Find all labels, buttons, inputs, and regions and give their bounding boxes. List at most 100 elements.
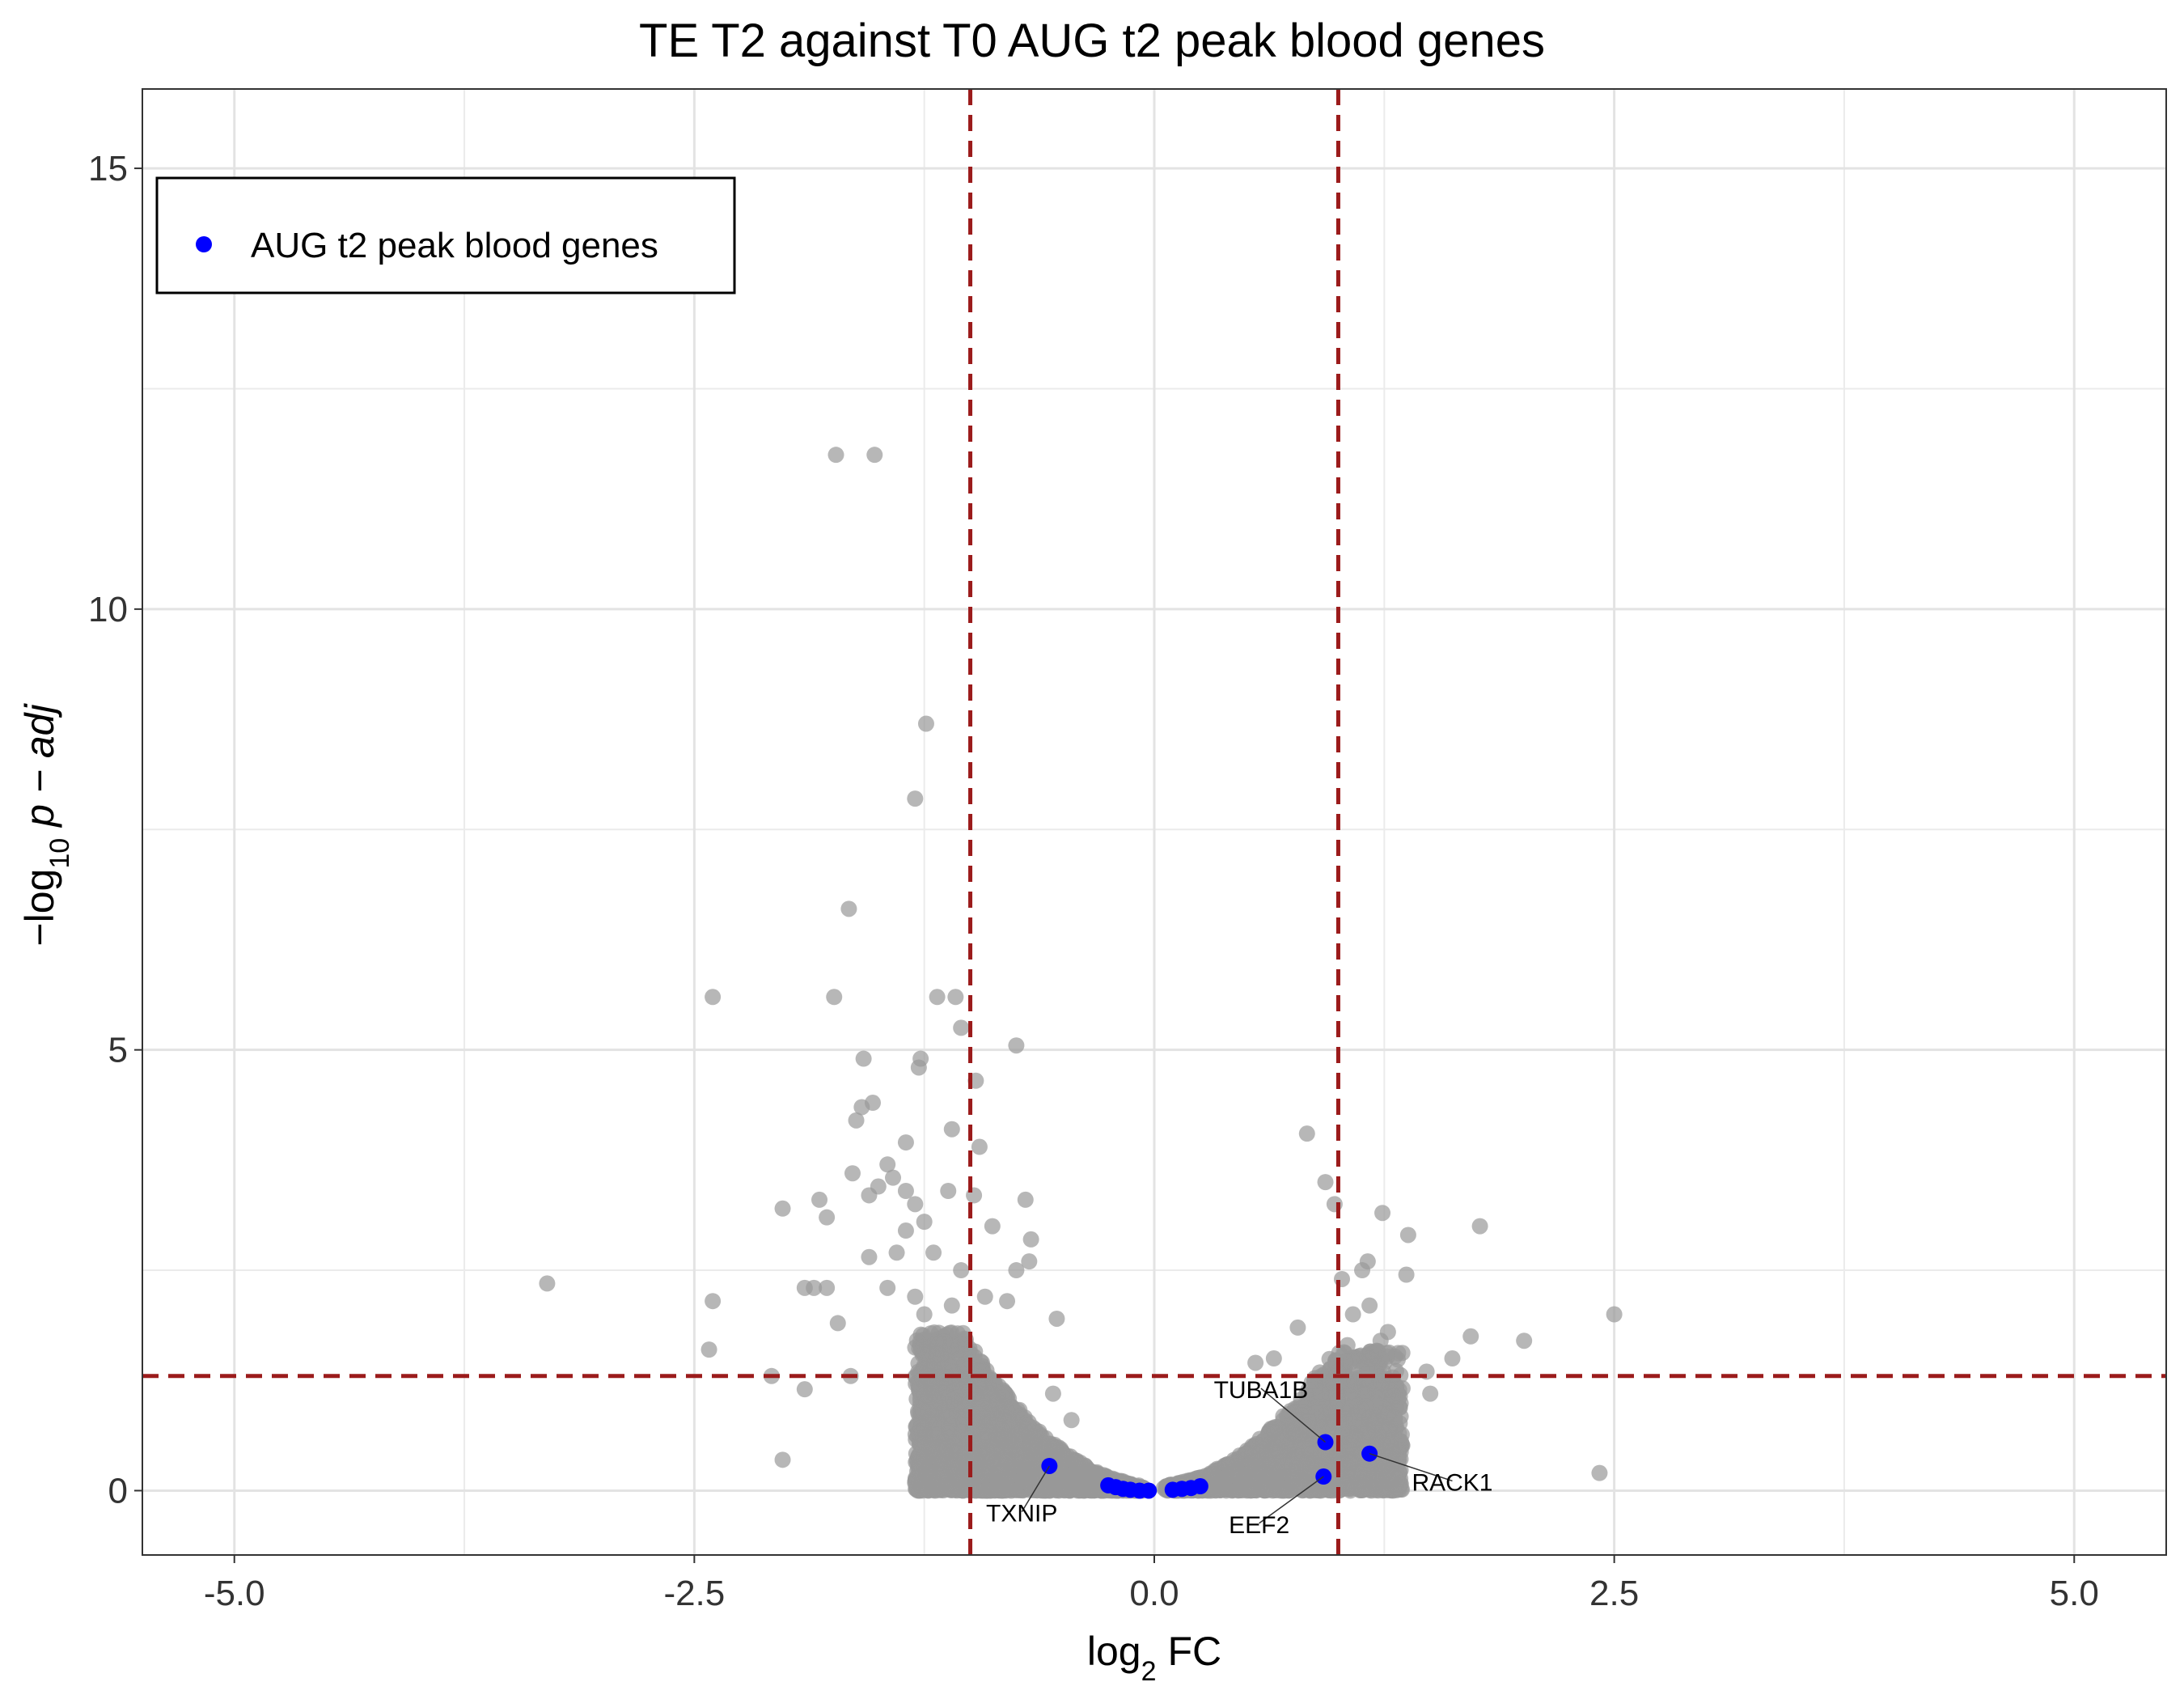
background-point <box>861 1187 878 1204</box>
background-point <box>907 790 924 807</box>
background-point <box>1358 1459 1375 1476</box>
gene-leader-line <box>1260 1388 1327 1443</box>
background-point <box>1298 1125 1315 1142</box>
background-point <box>943 1121 960 1138</box>
background-point <box>925 1244 942 1261</box>
background-point <box>931 1377 948 1394</box>
background-point <box>1296 1476 1313 1493</box>
x-tick-label: 5.0 <box>2050 1574 2099 1613</box>
background-point <box>1276 1481 1293 1498</box>
background-point <box>953 1019 970 1036</box>
y-tick-label: 5 <box>108 1031 128 1070</box>
background-point <box>885 1169 902 1186</box>
background-point <box>840 900 857 917</box>
background-point <box>982 1464 999 1481</box>
gene-label: RACK1 <box>1412 1469 1492 1496</box>
background-point <box>1352 1400 1369 1417</box>
highlight-point <box>1141 1482 1158 1499</box>
background-point <box>1606 1306 1623 1323</box>
background-point <box>1380 1421 1397 1438</box>
background-point <box>1002 1481 1019 1498</box>
background-point <box>1019 1417 1036 1434</box>
background-point <box>844 1165 861 1182</box>
background-point <box>796 1381 813 1398</box>
x-tick-label: -5.0 <box>204 1574 265 1613</box>
background-point <box>1048 1310 1065 1327</box>
background-point <box>919 1463 936 1480</box>
background-point <box>950 1470 967 1487</box>
background-point <box>1300 1381 1317 1398</box>
background-point <box>1053 1448 1070 1465</box>
highlight-point <box>1191 1478 1208 1495</box>
background-point <box>1339 1337 1356 1354</box>
background-point <box>940 1182 957 1199</box>
background-point <box>1398 1266 1415 1283</box>
background-point <box>907 1339 924 1356</box>
background-point <box>1006 1413 1023 1430</box>
y-axis-label: −log10 p − adj <box>17 703 75 947</box>
x-tick-label: 2.5 <box>1589 1574 1639 1613</box>
background-point <box>1247 1354 1264 1371</box>
background-point <box>826 989 843 1006</box>
background-point <box>971 1138 988 1155</box>
background-point <box>539 1275 556 1292</box>
background-point <box>1340 1460 1357 1477</box>
y-tick-label: 0 <box>108 1471 128 1510</box>
background-point <box>1462 1328 1479 1345</box>
background-point <box>866 447 883 464</box>
background-point <box>811 1191 828 1208</box>
background-point <box>827 447 844 464</box>
legend-key <box>196 236 212 252</box>
background-point <box>916 1214 933 1231</box>
background-point <box>916 1306 933 1323</box>
background-point <box>897 1222 914 1239</box>
x-axis-ticks: -5.0 -2.5 0.0 2.5 5.0 <box>204 1555 2099 1613</box>
background-point <box>1013 1459 1030 1476</box>
legend-box <box>155 176 736 294</box>
background-point <box>1289 1319 1306 1336</box>
background-point <box>1265 1350 1282 1367</box>
gene-label: TXNIP <box>986 1501 1057 1527</box>
background-point <box>1361 1297 1378 1314</box>
background-point <box>1073 1478 1090 1495</box>
background-point <box>806 1279 823 1296</box>
background-point <box>970 1400 987 1417</box>
background-point <box>1263 1424 1280 1441</box>
chart-title: TE T2 against T0 AUG t2 peak blood genes <box>639 15 1545 67</box>
background-point <box>1372 1333 1389 1349</box>
background-point <box>954 1423 971 1440</box>
background-point <box>1244 1445 1261 1462</box>
background-point <box>879 1279 896 1296</box>
y-tick-label: 15 <box>88 149 128 189</box>
background-points <box>539 447 1623 1499</box>
gene-label: EEF2 <box>1229 1512 1289 1539</box>
background-point <box>932 1346 949 1363</box>
background-point <box>1017 1191 1034 1208</box>
background-point <box>953 1262 970 1279</box>
background-point <box>1234 1468 1251 1485</box>
background-point <box>1254 1466 1271 1483</box>
background-point <box>910 1059 927 1076</box>
background-point <box>952 1377 969 1394</box>
background-point <box>907 1196 924 1213</box>
background-point <box>942 1337 959 1354</box>
background-point <box>992 1421 1009 1438</box>
background-point <box>861 1248 878 1265</box>
background-point <box>917 715 934 732</box>
background-point <box>993 1437 1009 1454</box>
background-point <box>1008 1262 1025 1279</box>
background-point <box>921 1388 938 1405</box>
background-point <box>848 1112 865 1129</box>
background-point <box>1516 1333 1533 1349</box>
background-point <box>907 1368 924 1385</box>
background-point <box>908 1391 925 1408</box>
background-point <box>1022 1433 1039 1450</box>
background-point <box>912 1419 929 1436</box>
background-point <box>1591 1464 1608 1481</box>
background-point <box>1367 1381 1384 1398</box>
background-point <box>943 1297 960 1314</box>
background-point <box>1273 1454 1290 1471</box>
background-point <box>1260 1451 1277 1468</box>
